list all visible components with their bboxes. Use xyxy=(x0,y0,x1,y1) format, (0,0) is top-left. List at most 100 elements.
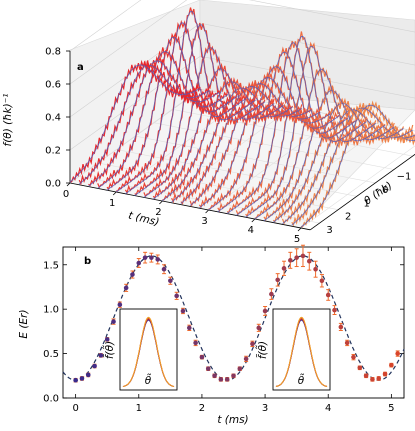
data-point xyxy=(306,258,312,264)
x-tick-label: 5 xyxy=(388,403,394,414)
theory-curve xyxy=(245,45,377,218)
y-tick-label: 0.5 xyxy=(43,349,59,360)
data-point xyxy=(382,371,388,377)
data-point xyxy=(370,377,375,382)
theta-axis-line xyxy=(310,153,415,231)
theory-curve xyxy=(88,60,219,187)
data-point xyxy=(161,266,167,272)
theory-curve xyxy=(78,64,210,185)
theory-curve xyxy=(217,51,349,213)
inset-left-xlabel: θ̃ xyxy=(145,373,152,387)
inset-right: θ̃ f̃(θ̃) xyxy=(255,308,331,391)
x-tick-label: 0 xyxy=(72,403,78,414)
theta-gridline xyxy=(116,149,357,197)
data-point xyxy=(199,354,205,360)
data-point xyxy=(357,365,363,371)
x-tick-label: 4 xyxy=(248,225,254,236)
x-tick xyxy=(66,182,71,187)
data-point xyxy=(218,377,224,382)
z-tick-label: 0.6 xyxy=(45,80,61,91)
x-tick xyxy=(297,227,302,232)
data-point xyxy=(351,354,356,360)
data-point xyxy=(85,372,91,378)
z-gridline xyxy=(69,0,142,52)
t-axis-line xyxy=(69,182,311,231)
inset-right-xlabel: θ̃ xyxy=(298,373,305,387)
data-point xyxy=(313,266,318,272)
z-gridline xyxy=(69,55,415,151)
data-point xyxy=(395,351,400,356)
data-point xyxy=(92,363,97,369)
y-tick-label: 1.5 xyxy=(43,260,59,271)
x-tick-label: 1 xyxy=(136,403,142,414)
theory-curve xyxy=(97,51,229,189)
theory-curve xyxy=(300,104,415,228)
inset-left-curves xyxy=(122,316,175,387)
data-point xyxy=(123,285,129,291)
x-tick xyxy=(159,200,163,205)
theory-curve xyxy=(199,77,330,209)
theory-curve xyxy=(282,109,413,225)
theory-curve xyxy=(69,64,201,183)
data-point xyxy=(300,253,306,259)
inset-left: θ̃ f̃(θ̃) xyxy=(102,308,178,391)
data-point xyxy=(130,272,135,277)
data-point xyxy=(205,366,211,371)
data-point xyxy=(269,291,274,297)
data-point xyxy=(237,366,243,371)
data-point xyxy=(193,340,198,346)
theory-curve xyxy=(208,66,340,211)
data-point xyxy=(250,341,255,347)
inset-right-frame xyxy=(272,308,331,391)
theta-gridline xyxy=(135,135,376,184)
z-tick-label: 0.0 xyxy=(45,179,61,190)
y-tick-label: −1 xyxy=(397,172,412,183)
x-tick-label: 5 xyxy=(294,234,300,245)
panel-a-ylabel: θ (ħk) xyxy=(362,180,395,208)
data-point xyxy=(294,255,299,260)
data-point xyxy=(262,308,268,314)
experiment-curve xyxy=(106,31,238,191)
data-point xyxy=(389,362,394,368)
x-tick-label: 0 xyxy=(63,189,69,200)
panel-a-label: a xyxy=(77,62,84,73)
data-point xyxy=(256,325,262,331)
x-tick-label: 2 xyxy=(155,207,161,218)
z-gridline xyxy=(69,0,415,85)
theory-curve xyxy=(106,36,238,191)
theory-curve xyxy=(115,22,247,193)
theory-curve xyxy=(171,87,303,203)
theory-curve xyxy=(273,102,404,223)
x-tick-label: 3 xyxy=(201,216,207,227)
data-point xyxy=(231,373,236,379)
theory-curve xyxy=(143,47,275,198)
theory-curve xyxy=(226,42,358,214)
data-point xyxy=(281,266,287,271)
z-tick-label: 0.2 xyxy=(45,146,61,157)
theory-curve xyxy=(162,81,293,202)
panel-b-frame xyxy=(62,246,405,399)
data-point xyxy=(155,257,161,262)
data-point xyxy=(168,278,173,284)
y-tick-label: 0.0 xyxy=(43,394,59,405)
data-point xyxy=(79,376,85,381)
inset-right-curves xyxy=(275,316,328,387)
data-point xyxy=(186,325,192,331)
data-point xyxy=(275,277,281,283)
data-point xyxy=(212,373,217,379)
data-point xyxy=(332,307,337,313)
x-tick-label: 4 xyxy=(325,403,331,414)
x-tick-label: 1 xyxy=(109,198,115,209)
panel-b-xlabel: t (ms) xyxy=(217,414,248,426)
theory-curve xyxy=(134,24,266,196)
z-tick-label: 0.4 xyxy=(45,113,61,124)
panel-b-points xyxy=(73,244,400,383)
data-point xyxy=(73,377,78,383)
inset-left-ylabel: f̃(θ̃) xyxy=(102,341,116,359)
inset-left-frame xyxy=(119,308,178,391)
data-point xyxy=(98,353,104,358)
data-point xyxy=(142,255,148,260)
